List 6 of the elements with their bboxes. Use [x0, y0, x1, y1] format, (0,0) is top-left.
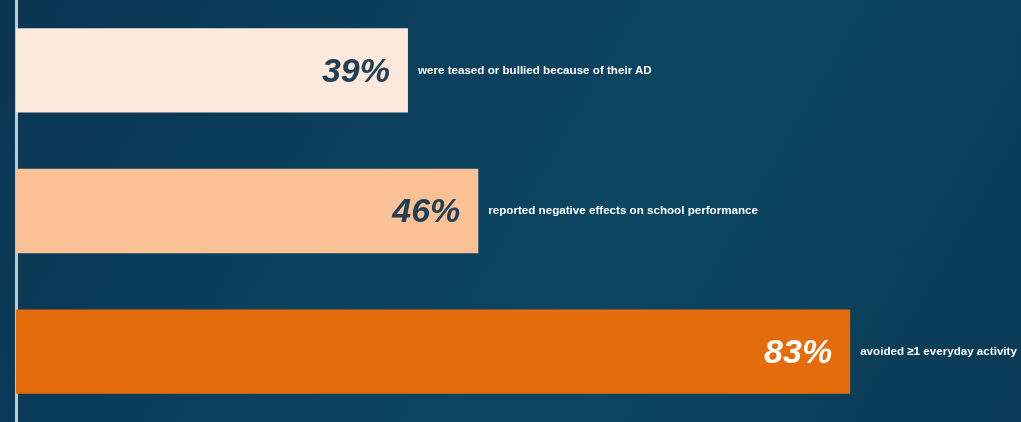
y-tick-label: reported negative effects on school performance — [488, 203, 759, 217]
y-tick-label: avoided ≥1 everyday activity — [860, 343, 1018, 357]
data-label: 39% — [321, 50, 390, 89]
data-label: 83% — [764, 332, 833, 371]
y-tick-label: were teased or bullied because of their AD — [416, 62, 652, 76]
data-label: 46% — [391, 191, 461, 230]
